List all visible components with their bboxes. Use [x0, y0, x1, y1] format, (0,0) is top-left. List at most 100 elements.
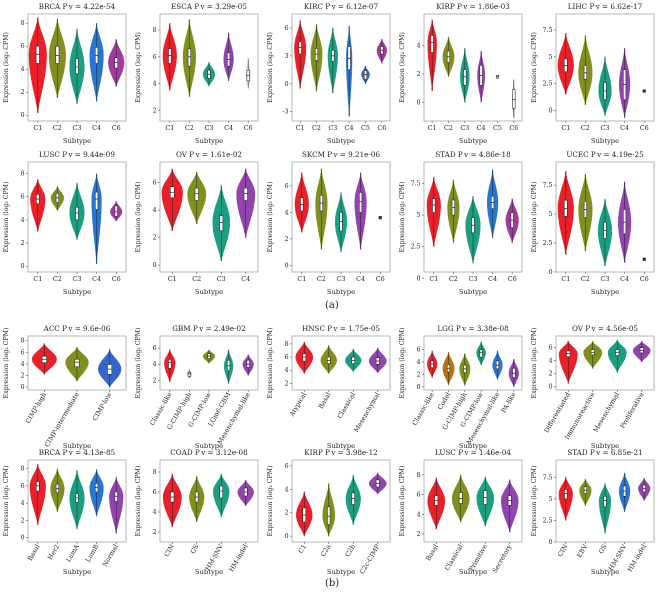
y-tick-label: 2 [285, 510, 289, 517]
y-tick-label: 4 [21, 66, 25, 73]
panel-0: BRCA P v = 4.22e-54 0 2 4 6 8 Expression (log₂… [3, 2, 127, 145]
y-tick-label: 6 [285, 463, 289, 470]
category-label-C2: C2 [581, 124, 590, 132]
panel-16: COAD P v = 3.12e-08 2 4 6 8 Expression (log₂ … [135, 448, 259, 576]
y-tick-label: 0 [549, 539, 553, 546]
panel-title: LGG P v = 3.38e-08 [437, 324, 509, 333]
iqr-box [194, 187, 199, 201]
y-tick-label: 2 [153, 235, 157, 242]
y-axis-label: Expression (log₂ CPM) [531, 182, 538, 253]
iqr-box [583, 65, 587, 80]
y-tick-label: 5 [549, 211, 553, 218]
y-tick-label: 0 [21, 384, 25, 391]
y-axis-label: Expression (log₂ CPM) [267, 182, 274, 253]
category-label-C5: C5 [493, 124, 502, 132]
y-tick-label: 2 [285, 380, 289, 387]
category-label-C2: C2 [444, 124, 453, 132]
x-axis-label: Subtype [63, 137, 91, 145]
category-label-Codel: Codel [436, 391, 452, 411]
category-label-C2a: C2a [319, 543, 332, 558]
section-b-label: (b) [325, 578, 340, 589]
y-tick-label: 6 [285, 25, 289, 32]
panel-13: LGG P v = 3.38e-08 0 2 4 6 Expression (log₂ C… [399, 324, 523, 450]
y-tick-label: 0 [21, 112, 25, 119]
x-axis-label: Subtype [591, 442, 619, 450]
category-label-C6: C6 [509, 124, 518, 132]
y-tick-label: 4 [21, 361, 25, 368]
violin-C6 [642, 257, 646, 261]
x-axis-label: Subtype [63, 288, 91, 296]
x-axis-label: Subtype [591, 568, 619, 576]
y-tick-label: 2 [21, 517, 25, 524]
y-tick-label: 5 [417, 212, 421, 219]
section-a-label: (a) [325, 300, 339, 311]
y-tick-label: 2 [153, 377, 157, 384]
panel-4: LIHC P v = 6.62e-17 0 2.5 5 7.5 Expression (l… [531, 2, 655, 145]
category-label-C2: C2 [317, 275, 326, 283]
panel-title: SKCM P v = 9.21e-06 [302, 150, 380, 159]
iqr-box [603, 496, 607, 507]
category-label-C6: C6 [112, 275, 121, 283]
x-axis-label: Subtype [327, 137, 355, 145]
y-tick-label: 6 [21, 349, 25, 356]
category-label-Proliferative: Proliferative [618, 391, 645, 430]
y-axis-label: Expression (log₂ CPM) [267, 328, 274, 399]
y-axis-label: Expression (log₂ CPM) [399, 182, 406, 253]
category-label-C4: C4 [488, 275, 497, 283]
panel-2: KIRC P v = 6.12e-07 -3 0 3 6 Expression (log₂… [267, 2, 391, 145]
y-tick-label: 0 [285, 262, 289, 269]
y-axis-label: Expression (log₂ CPM) [135, 182, 142, 253]
y-tick-label: 6 [153, 180, 157, 187]
y-tick-label: 2 [21, 89, 25, 96]
category-label-Classical: Classical [336, 391, 357, 420]
plot-frame [423, 335, 523, 391]
y-axis-label: Expression (log₂ CPM) [135, 32, 142, 103]
iqr-box [298, 41, 302, 55]
panel-3: KIRP P v = 1.86e-03 0 2 4 Expression (log₂ C… [399, 2, 523, 145]
iqr-box [347, 46, 351, 71]
category-label-C6: C6 [640, 275, 649, 283]
iqr-box [359, 192, 363, 213]
panel-title: STAD P v = 4.86e-18 [435, 150, 511, 159]
category-label-C6: C6 [640, 124, 649, 132]
x-axis-label: Subtype [591, 137, 619, 145]
category-label-C6: C6 [244, 124, 253, 132]
category-label-C4: C4 [92, 275, 101, 283]
y-tick-label: 6 [153, 345, 157, 352]
y-tick-label: 2 [417, 371, 421, 378]
panel-5: LUSC P v = 9.44e-09 0 2 4 6 8 Expression (log₂… [3, 150, 127, 296]
iqr-box [432, 198, 436, 213]
panel-6: OV P v = 1.61e-02 0 2 4 6 Expression (log₂ CP… [135, 150, 259, 296]
panel-8: STAD P v = 4.86e-18 0 2.5 5 7.5 Expression (l… [399, 150, 523, 296]
y-axis-label: Expression (log₂ CPM) [3, 328, 10, 399]
iqr-box [227, 359, 231, 371]
iqr-box [314, 48, 319, 61]
plot-frame [423, 13, 523, 122]
panel-title: KIRP P v = 3.98e-12 [304, 448, 378, 457]
panel-19: STAD P v = 6.85e-21 0 2.5 5 7.5 Expression (l… [531, 448, 655, 576]
panel-title: LUSC P v = 1.46e-04 [435, 448, 511, 457]
y-tick-label: 4 [21, 217, 25, 224]
y-tick-label: 6 [549, 345, 553, 352]
y-tick-label: 6 [21, 43, 25, 50]
x-axis-label: Subtype [195, 442, 223, 450]
iqr-box [168, 48, 172, 64]
category-label-LumB: LumB [84, 543, 101, 564]
y-tick-label: 2.5 [411, 244, 421, 251]
panel-title: LUSC P v = 9.44e-09 [39, 150, 115, 159]
panel-title: BRCA P v = 4.13e-85 [39, 448, 116, 457]
category-label-C1: C1 [168, 275, 177, 283]
category-label-C6: C6 [376, 275, 385, 283]
y-tick-label: 8 [285, 341, 289, 348]
category-label-CIMP-intermediate: CIMP-intermediate [43, 391, 81, 449]
iqr-box [479, 349, 483, 358]
y-tick-label: 7.5 [543, 182, 553, 189]
y-tick-label: 4 [549, 358, 553, 365]
y-tick-label: 4 [153, 81, 157, 88]
category-label-C1: C1 [165, 124, 174, 132]
y-tick-label: 8 [417, 472, 421, 479]
y-tick-label: 4 [153, 361, 157, 368]
y-tick-label: 4 [417, 359, 421, 366]
category-label-HM-indel: HM-indel [626, 543, 648, 573]
y-tick-label: 2 [417, 71, 421, 78]
